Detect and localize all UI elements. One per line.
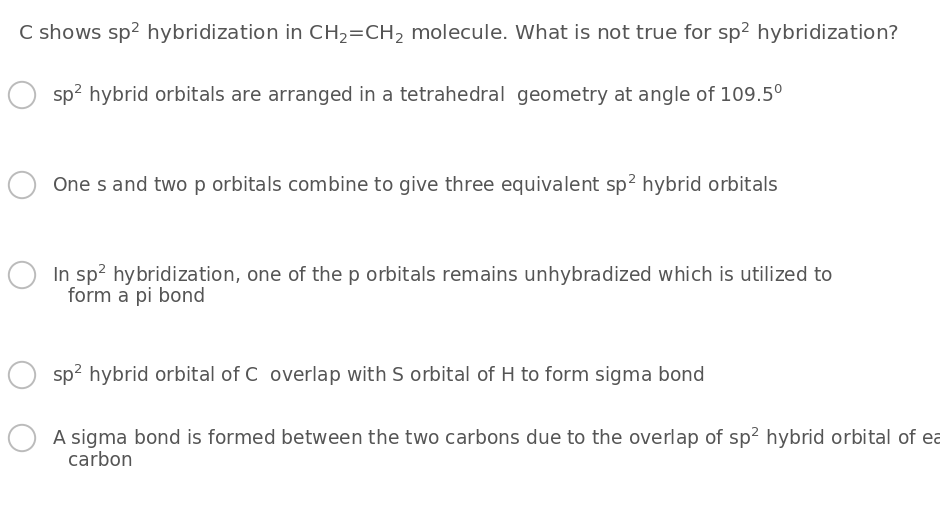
Text: form a pi bond: form a pi bond bbox=[68, 288, 205, 306]
Text: sp$^2$ hybrid orbitals are arranged in a tetrahedral  geometry at angle of 109.5: sp$^2$ hybrid orbitals are arranged in a… bbox=[52, 82, 783, 108]
Text: carbon: carbon bbox=[68, 451, 133, 469]
Text: In sp$^2$ hybridization, one of the p orbitals remains unhybradized which is uti: In sp$^2$ hybridization, one of the p or… bbox=[52, 262, 833, 288]
Text: C shows sp$^2$ hybridization in CH$_2$=CH$_2$ molecule. What is not true for sp$: C shows sp$^2$ hybridization in CH$_2$=C… bbox=[18, 20, 899, 46]
Text: sp$^2$ hybrid orbital of C  overlap with S orbital of H to form sigma bond: sp$^2$ hybrid orbital of C overlap with … bbox=[52, 362, 705, 388]
Text: One s and two p orbitals combine to give three equivalent sp$^2$ hybrid orbitals: One s and two p orbitals combine to give… bbox=[52, 172, 779, 198]
Text: A sigma bond is formed between the two carbons due to the overlap of sp$^2$ hybr: A sigma bond is formed between the two c… bbox=[52, 425, 940, 451]
